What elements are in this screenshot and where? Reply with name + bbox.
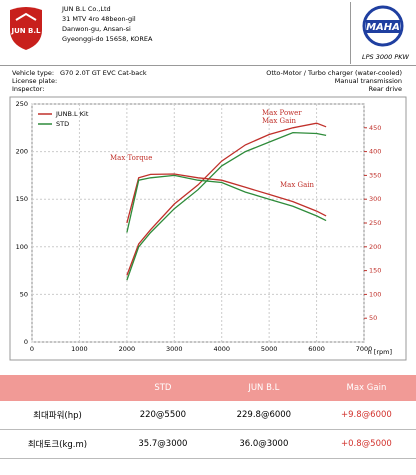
- address: Gyeonggi-do 15658, KOREA: [62, 35, 153, 43]
- y2-tick-label: 200: [369, 243, 381, 251]
- label: License plate:: [12, 77, 58, 85]
- x-tick-label: 2000: [119, 345, 136, 353]
- series-line: [126, 174, 327, 233]
- plot-area: [31, 103, 365, 343]
- vehicle: G70 2.0T GT EVC Cat-back: [60, 69, 147, 77]
- drive: Rear drive: [368, 85, 402, 93]
- y2-tick-label: 100: [369, 290, 381, 298]
- legend-label: STD: [56, 120, 69, 128]
- x-tick-label: 6000: [308, 345, 325, 353]
- company: JUN B.L Co.,Ltd: [62, 5, 111, 13]
- x-tick-label: 4000: [213, 345, 230, 353]
- cell: 최대토크(kg.m): [0, 429, 115, 459]
- y2-tick-label: 150: [369, 267, 381, 275]
- x-tick-label: 5000: [261, 345, 278, 353]
- y-tick-label: 200: [16, 148, 28, 156]
- x-tick-label: 0: [30, 345, 34, 353]
- x-tick-label: 1000: [71, 345, 88, 353]
- col-head: Max Gain: [316, 375, 416, 401]
- cell: +9.8@6000: [316, 401, 416, 430]
- y-tick-label: 250: [16, 100, 28, 108]
- logo: JUN B.L: [10, 7, 42, 50]
- y-tick-label: 100: [16, 243, 28, 251]
- cell: 229.8@6000: [210, 401, 317, 430]
- chart: 0 50 100 150 200 250 50 100 150 200 250 300 350 400 45…: [9, 96, 407, 361]
- annotation: Max Power: [262, 109, 302, 117]
- y-tick-label: 0: [24, 338, 28, 346]
- col-head: STD: [114, 375, 211, 401]
- y2-tick-label: 450: [369, 124, 381, 132]
- cell: +0.8@5000: [316, 429, 416, 459]
- rule: [0, 65, 416, 66]
- cell: 최대파워(hp): [0, 401, 115, 430]
- y2-tick-label: 300: [369, 195, 381, 203]
- cell: 35.7@3000: [114, 429, 211, 459]
- maha-logo: MAHA: [362, 5, 404, 47]
- transmission: Manual transmission: [334, 77, 402, 85]
- series-line: [126, 131, 327, 281]
- maha-box: [350, 2, 415, 64]
- series-line: [126, 122, 327, 276]
- label: Vehicle type:: [12, 69, 55, 77]
- legend-label: JUNB.L Kit: [55, 110, 89, 118]
- cell: 220@5500: [114, 401, 211, 430]
- maha-text: MAHA: [366, 22, 400, 33]
- logo-text: JUN B.L: [10, 27, 41, 35]
- annotation: Max Torque: [110, 154, 152, 162]
- cell: 36.0@3000: [210, 429, 317, 459]
- y-tick-label: 150: [16, 195, 28, 203]
- address: 31 MTV 4ro 48beon-gil: [62, 15, 136, 23]
- y-tick-label: 50: [20, 290, 28, 298]
- chart-frame: [9, 96, 407, 361]
- annotation: Max Gain: [262, 117, 297, 125]
- x-tick-label: 3000: [166, 345, 183, 353]
- model: LPS 3000 PKW: [362, 53, 409, 61]
- address: Danwon-gu, Ansan-si: [62, 25, 131, 33]
- annotation: Max Gain: [280, 181, 315, 189]
- x-axis-label: n [rpm]: [368, 348, 392, 356]
- series-line: [126, 173, 327, 224]
- engine: Otto-Motor / Turbo charger (water-cooled…: [266, 69, 402, 77]
- y2-tick-label: 250: [369, 219, 381, 227]
- y2-tick-label: 50: [369, 314, 377, 322]
- summary-table: STD JUN B.L Max Gain 최대파워(hp) 220@5500 229.8…: [0, 375, 416, 459]
- label: Inspector:: [12, 85, 45, 93]
- y2-tick-label: 350: [369, 171, 381, 179]
- x-tick-label: 7000: [356, 345, 373, 353]
- col-head: JUN B.L: [210, 375, 317, 401]
- y2-tick-label: 400: [369, 148, 381, 156]
